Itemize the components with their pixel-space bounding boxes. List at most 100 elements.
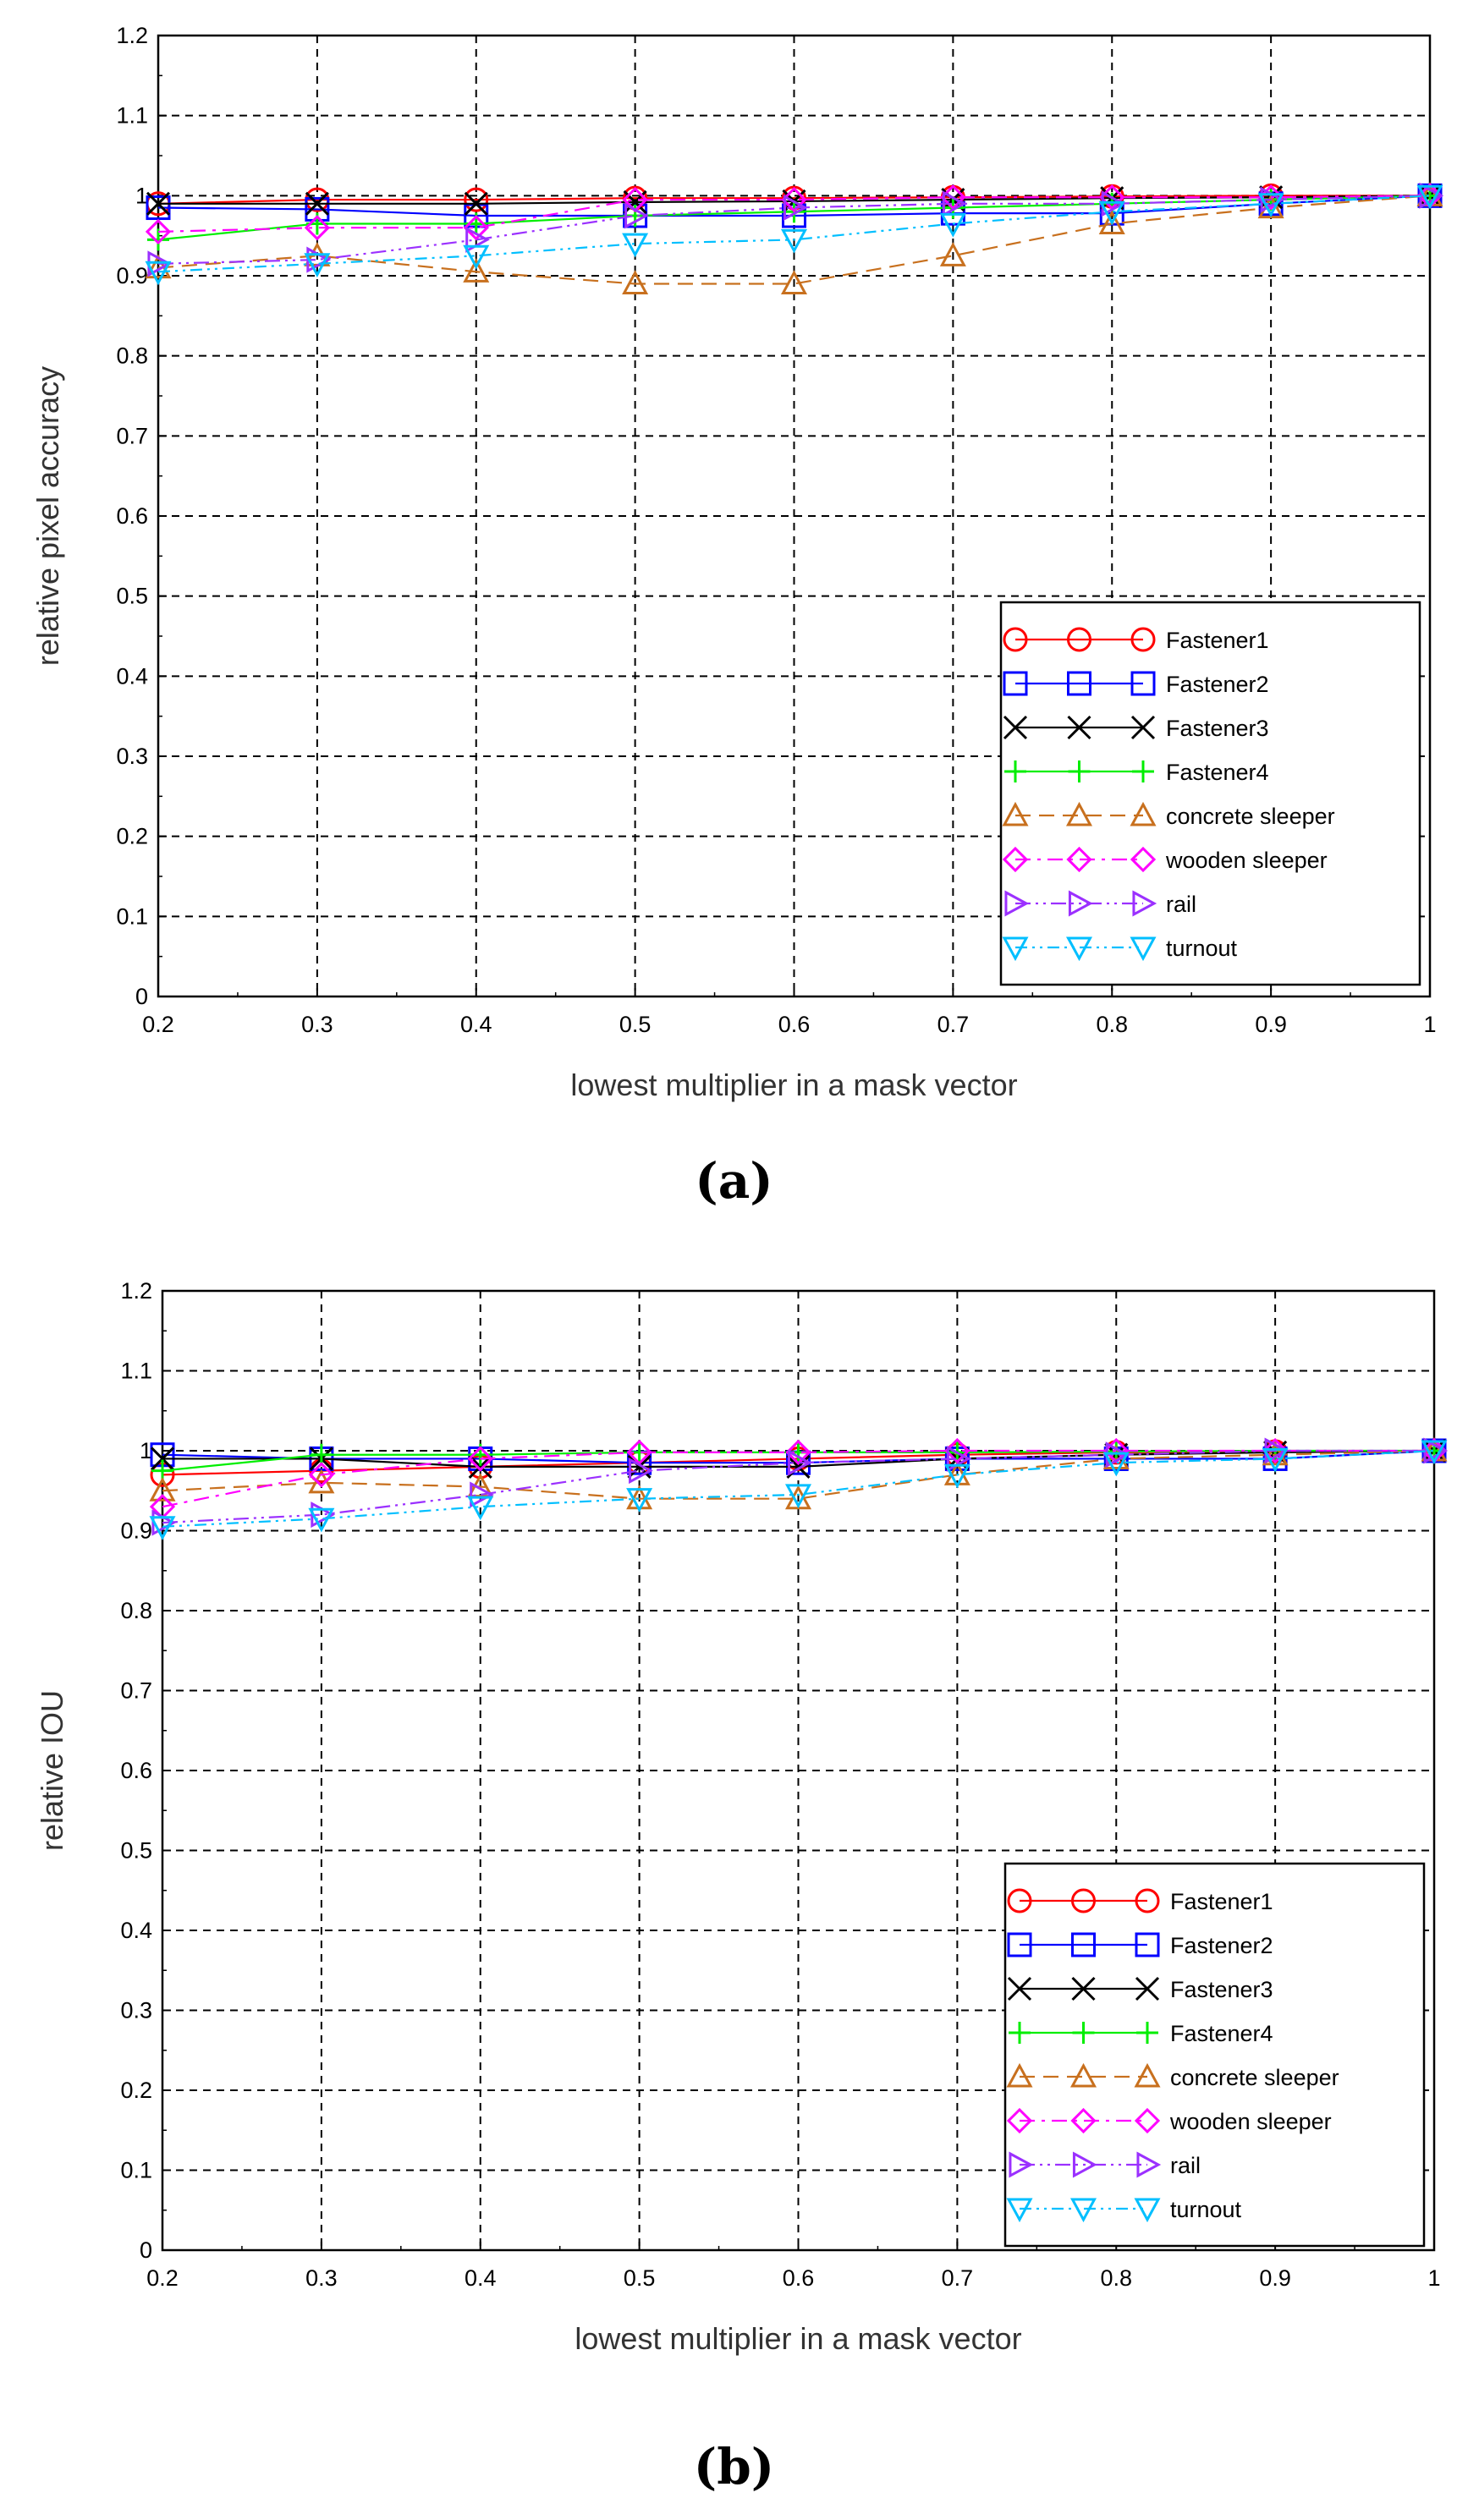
legend-marker	[1009, 2151, 1034, 2178]
data-point	[470, 1481, 494, 1508]
legend-marker	[1130, 936, 1157, 962]
legend-box	[999, 601, 1421, 986]
data-point	[146, 191, 171, 216]
y-tick-label: 0.9	[120, 1518, 152, 1544]
y-tick-label: 0.8	[116, 343, 148, 369]
data-point	[944, 1437, 970, 1464]
legend-box	[1003, 1862, 1426, 2248]
legend-marker	[1006, 2062, 1033, 2088]
x-tick-label: 0.6	[783, 2265, 815, 2291]
y-tick-label: 1	[135, 183, 148, 208]
legend-marker	[1004, 890, 1030, 917]
legend-marker	[1065, 936, 1093, 962]
x-tick-label: 0.3	[301, 1012, 333, 1037]
data-point	[939, 242, 966, 266]
legend-label: rail	[1170, 2153, 1201, 2178]
data-point	[464, 191, 488, 216]
x-tick-label: 0.6	[778, 1012, 811, 1037]
legend-label: Fastener1	[1170, 1889, 1273, 1914]
legend-marker	[1135, 1932, 1160, 1957]
data-point	[780, 270, 808, 295]
chart-b: 0.2 0.3 0.4 0.5 0.6 0.7 0.8 0.9 1 0 0.1 0.2 0.3 0.4 0.…	[35, 1278, 1449, 2356]
x-axis-label: lowest multiplier in a mask vector	[570, 1068, 1017, 1102]
data-point	[943, 1463, 970, 1489]
legend-label: Fastener4	[1170, 2021, 1273, 2046]
data-point	[308, 1507, 335, 1533]
legend-marker	[1134, 2107, 1161, 2134]
panel-label-b: (b)	[693, 2438, 775, 2495]
data-point	[149, 1516, 176, 1540]
legend-marker	[1002, 846, 1029, 873]
legend-marker	[1069, 2198, 1097, 2223]
x-tick-label: 0.7	[937, 1012, 970, 1037]
data-point	[626, 1488, 653, 1513]
data-point	[785, 1439, 811, 1466]
legend-marker	[1071, 1932, 1096, 1957]
data-point	[939, 212, 966, 238]
y-tick-label: 0.8	[120, 1598, 152, 1623]
data-point	[147, 228, 169, 251]
x-tick-label: 0.2	[146, 2265, 179, 2291]
series-line	[157, 195, 1431, 233]
legend-label: concrete sleeper	[1170, 2065, 1339, 2090]
y-axis-label: relative IOU	[35, 1690, 69, 1851]
data-point	[463, 244, 490, 270]
data-point	[622, 233, 649, 258]
legend-marker	[1130, 671, 1156, 696]
legend-marker	[1072, 2151, 1097, 2178]
x-tick-label: 1	[1427, 2265, 1440, 2291]
legend-marker	[1006, 2198, 1033, 2223]
y-tick-label: 0.3	[120, 1998, 152, 2023]
legend: Fastener1 Fastener2 Fastener3 Fastener4 conc…	[999, 601, 1421, 986]
legend-marker	[1067, 627, 1091, 652]
y-tick-label: 1.1	[116, 103, 148, 129]
y-tick-label: 0.1	[116, 903, 148, 929]
legend-marker	[1003, 671, 1028, 696]
data-point	[942, 190, 967, 217]
y-tick-label: 0.2	[120, 2078, 152, 2103]
data-point	[305, 191, 329, 216]
legend-marker	[1134, 2198, 1161, 2223]
data-point	[145, 261, 172, 286]
legend-marker	[1007, 1888, 1032, 1913]
chart-a: 0.2 0.3 0.4 0.5 0.6 0.7 0.8 0.9 1 0 0.1 0.2 0.3 0.4 0.…	[30, 23, 1444, 1102]
legend-marker	[1003, 715, 1028, 740]
series-line	[157, 195, 1431, 273]
x-tick-label: 0.8	[1096, 1012, 1128, 1037]
y-tick-label: 0.5	[116, 584, 148, 609]
legend-label: turnout	[1170, 2197, 1242, 2222]
legend-marker	[1071, 1888, 1096, 1913]
data-point	[463, 258, 490, 283]
data-point	[1416, 184, 1443, 210]
series-turnout	[149, 1440, 1448, 1540]
data-point	[149, 1477, 176, 1502]
y-tick-label: 0.4	[120, 1918, 152, 1943]
legend-marker	[1072, 2022, 1095, 2044]
data-point	[781, 186, 807, 213]
y-tick-label: 0.7	[120, 1678, 152, 1704]
legend-label: Fastener1	[1166, 628, 1269, 653]
data-point	[1262, 1437, 1289, 1464]
y-tick-label: 0.3	[116, 744, 148, 769]
y-axis-label: relative pixel accuracy	[30, 366, 65, 666]
legend-label: wooden sleeper	[1165, 848, 1328, 873]
data-point	[622, 270, 649, 295]
legend: Fastener1 Fastener2 Fastener3 Fastener4 conc…	[1003, 1862, 1426, 2248]
data-point	[1098, 200, 1125, 226]
legend-marker	[1132, 760, 1154, 782]
legend-label: turnout	[1166, 936, 1238, 961]
legend-marker	[1134, 2062, 1161, 2088]
data-point	[629, 1458, 653, 1485]
data-point	[783, 195, 808, 222]
y-tick-label: 0	[140, 2237, 152, 2263]
y-tick-label: 0.4	[116, 663, 148, 689]
series-line	[162, 1449, 1435, 1528]
legend-label: Fastener2	[1170, 1933, 1273, 1958]
y-tick-label: 0	[135, 984, 148, 1009]
x-tick-label: 0.9	[1255, 1012, 1287, 1037]
series-line	[157, 195, 1430, 205]
y-tick-label: 1	[140, 1438, 152, 1463]
x-tick-label: 0.9	[1259, 2265, 1291, 2291]
data-point	[1098, 210, 1125, 235]
